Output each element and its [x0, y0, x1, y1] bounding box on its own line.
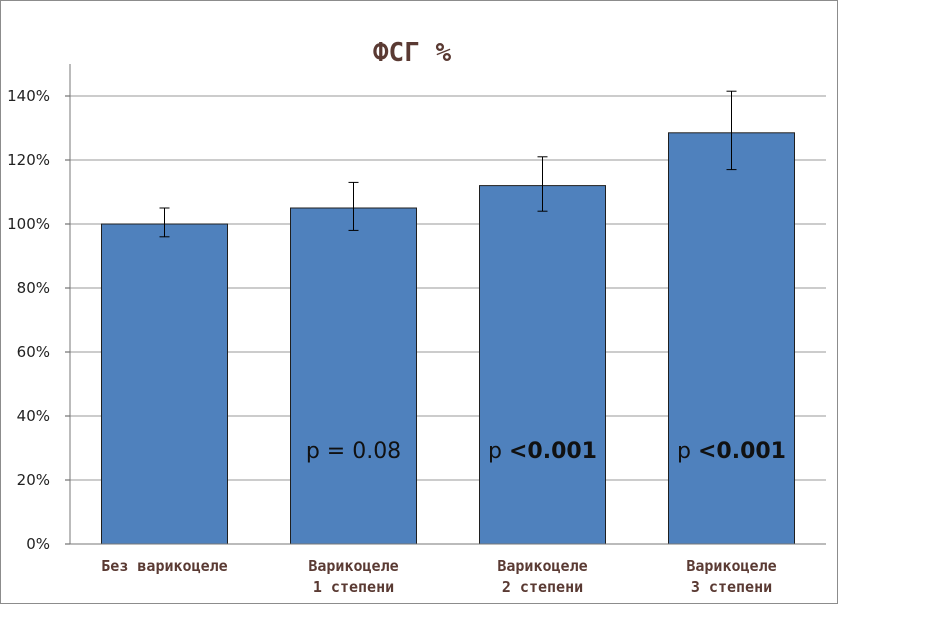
- x-tick-label: Варикоцеле 3 степени: [686, 557, 776, 596]
- p-value-label: p = 0.08: [306, 439, 401, 464]
- p-value-label: p <0.001: [677, 439, 786, 464]
- x-tick-labels: Без варикоцеле Варикоцеле 1 степени Варикоц…: [101, 557, 776, 596]
- axes: [65, 64, 826, 545]
- bar: [479, 185, 606, 545]
- y-tick-labels: 0% 20% 40% 60% 80% 100% 120% 140%: [7, 87, 50, 553]
- p-value-annotations: p = 0.08 p <0.001 p <0.001: [306, 439, 786, 464]
- x-tick-label: Без варикоцеле: [101, 557, 227, 575]
- y-tick-label: 120%: [7, 151, 50, 169]
- x-tick-label: Варикоцеле 2 степени: [497, 557, 587, 596]
- bars: [101, 90, 795, 545]
- chart-title: ФСГ %: [373, 38, 452, 68]
- y-tick-label: 60%: [17, 343, 50, 361]
- y-tick-label: 20%: [17, 471, 50, 489]
- x-tick-label: Варикоцеле 1 степени: [308, 557, 398, 596]
- y-tick-label: 80%: [17, 279, 50, 297]
- y-tick-label: 0%: [26, 535, 50, 553]
- bar: [668, 132, 795, 545]
- bar: [101, 223, 228, 545]
- p-value-label: p <0.001: [488, 439, 597, 464]
- y-tick-label: 100%: [7, 215, 50, 233]
- y-tick-label: 140%: [7, 87, 50, 105]
- y-tick-label: 40%: [17, 407, 50, 425]
- bar: [290, 207, 417, 545]
